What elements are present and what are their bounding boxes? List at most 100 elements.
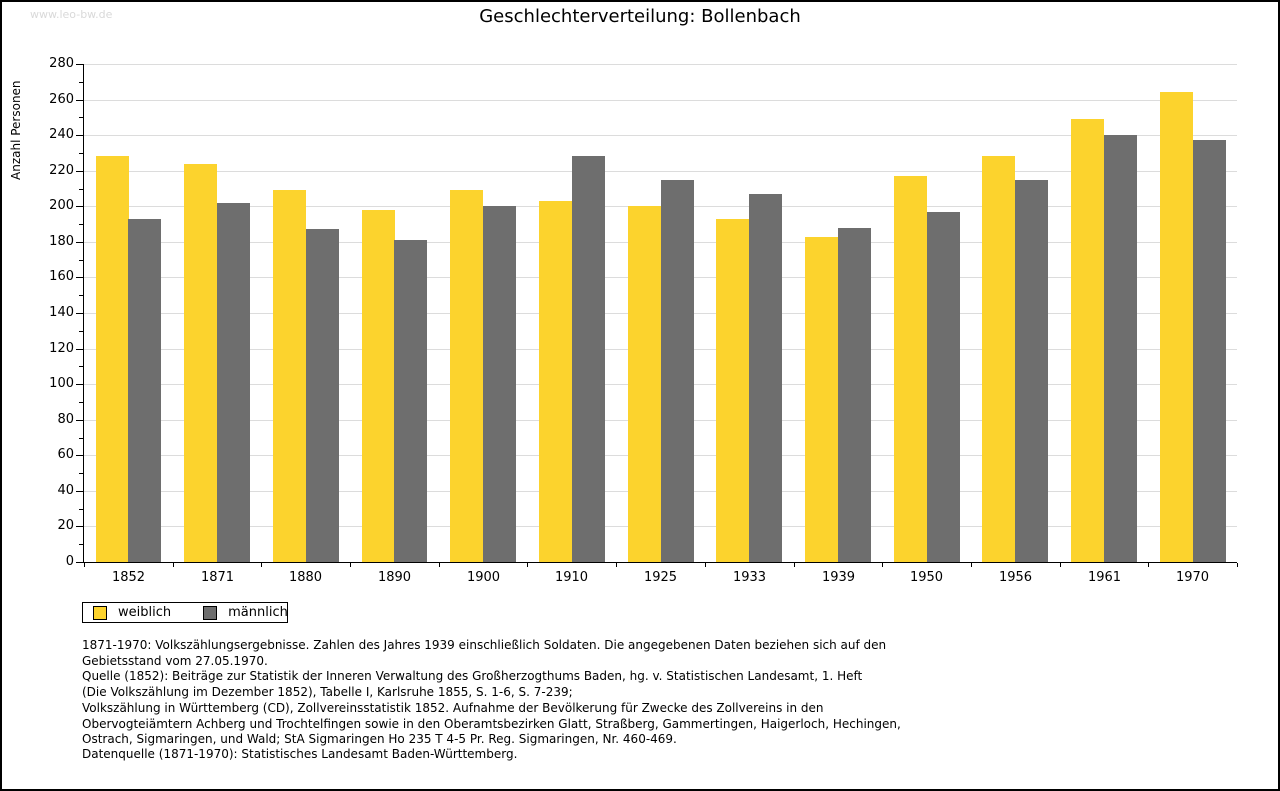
y-tick-label: 20 bbox=[57, 518, 74, 533]
footer-line: Obervogteiämtern Achberg und Trochtelfin… bbox=[82, 716, 901, 731]
bar-maennlich-1961 bbox=[1104, 135, 1137, 562]
y-tick-label: 180 bbox=[49, 234, 74, 249]
y-major-tick bbox=[76, 313, 83, 314]
y-major-tick bbox=[76, 455, 83, 456]
bar-weiblich-1925 bbox=[628, 206, 661, 562]
bar-maennlich-1925 bbox=[661, 180, 694, 562]
legend-item-weiblich: weiblich bbox=[93, 605, 171, 620]
y-major-tick bbox=[76, 349, 83, 350]
bar-maennlich-1900 bbox=[483, 206, 516, 562]
x-category-label: 1852 bbox=[111, 570, 146, 585]
y-tick-label: 240 bbox=[49, 127, 74, 142]
y-minor-tick bbox=[79, 260, 83, 261]
bar-weiblich-1880 bbox=[273, 190, 306, 562]
bar-maennlich-1890 bbox=[394, 240, 427, 562]
y-major-tick bbox=[76, 420, 83, 421]
y-tick-label: 60 bbox=[57, 447, 74, 462]
y-minor-tick bbox=[79, 473, 83, 474]
bar-weiblich-1939 bbox=[805, 237, 838, 562]
y-major-tick bbox=[76, 135, 83, 136]
y-minor-tick bbox=[79, 189, 83, 190]
x-category-label: 1956 bbox=[998, 570, 1033, 585]
x-tick bbox=[971, 563, 972, 567]
y-minor-tick bbox=[79, 438, 83, 439]
y-major-tick bbox=[76, 491, 83, 492]
y-major-tick bbox=[76, 206, 83, 207]
y-major-tick bbox=[76, 277, 83, 278]
y-major-tick bbox=[76, 242, 83, 243]
footer-line: Ostrach, Sigmaringen, und Wald; StA Sigm… bbox=[82, 732, 677, 747]
x-axis-line bbox=[83, 562, 1237, 563]
y-tick-label: 120 bbox=[49, 341, 74, 356]
y-tick-label: 0 bbox=[65, 554, 74, 569]
x-tick bbox=[84, 563, 85, 567]
x-tick bbox=[350, 563, 351, 567]
footer-line: Gebietsstand vom 27.05.1970. bbox=[82, 653, 268, 668]
y-minor-tick bbox=[79, 331, 83, 332]
y-tick-label: 160 bbox=[49, 269, 74, 284]
y-axis-line bbox=[83, 64, 84, 562]
x-tick bbox=[616, 563, 617, 567]
bar-maennlich-1933 bbox=[749, 194, 782, 562]
x-category-label: 1939 bbox=[821, 570, 856, 585]
bar-maennlich-1871 bbox=[217, 203, 250, 562]
bar-maennlich-1852 bbox=[128, 219, 161, 562]
y-minor-tick bbox=[79, 366, 83, 367]
y-tick-label: 140 bbox=[49, 305, 74, 320]
x-category-label: 1950 bbox=[909, 570, 944, 585]
x-category-label: 1910 bbox=[554, 570, 589, 585]
bar-maennlich-1950 bbox=[927, 212, 960, 562]
y-tick-label: 220 bbox=[49, 163, 74, 178]
gridline bbox=[84, 171, 1237, 172]
legend-item-männlich: männlich bbox=[203, 605, 288, 620]
y-minor-tick bbox=[79, 295, 83, 296]
y-tick-label: 260 bbox=[49, 92, 74, 107]
bar-weiblich-1910 bbox=[539, 201, 572, 562]
y-minor-tick bbox=[79, 82, 83, 83]
x-tick bbox=[173, 563, 174, 567]
y-tick-label: 80 bbox=[57, 412, 74, 427]
y-minor-tick bbox=[79, 509, 83, 510]
y-minor-tick bbox=[79, 117, 83, 118]
y-minor-tick bbox=[79, 544, 83, 545]
y-minor-tick bbox=[79, 224, 83, 225]
bar-maennlich-1970 bbox=[1193, 140, 1226, 562]
bar-weiblich-1970 bbox=[1160, 92, 1193, 562]
footer-line: (Die Volkszählung im Dezember 1852), Tab… bbox=[82, 685, 573, 700]
footer-notes: 1871-1970: Volkszählungsergebnisse. Zahl… bbox=[82, 638, 901, 748]
y-tick-label: 200 bbox=[49, 198, 74, 213]
y-minor-tick bbox=[79, 153, 83, 154]
bar-maennlich-1910 bbox=[572, 156, 605, 562]
x-category-label: 1871 bbox=[200, 570, 235, 585]
x-tick bbox=[1237, 563, 1238, 567]
y-tick-label: 280 bbox=[49, 56, 74, 71]
footer-datenquelle: Datenquelle (1871-1970): Statistisches L… bbox=[82, 747, 518, 761]
x-tick bbox=[261, 563, 262, 567]
page-title: Geschlechterverteilung: Bollenbach bbox=[479, 6, 801, 27]
legend-swatch-weiblich bbox=[93, 605, 107, 620]
bar-weiblich-1933 bbox=[716, 219, 749, 562]
y-tick-label: 100 bbox=[49, 376, 74, 391]
gridline bbox=[84, 135, 1237, 136]
y-major-tick bbox=[76, 64, 83, 65]
bar-weiblich-1890 bbox=[362, 210, 395, 562]
legend-label: männlich bbox=[228, 605, 288, 620]
x-tick bbox=[882, 563, 883, 567]
bar-weiblich-1961 bbox=[1071, 119, 1104, 562]
bar-weiblich-1871 bbox=[184, 164, 217, 562]
footer-line: 1871-1970: Volkszählungsergebnisse. Zahl… bbox=[82, 638, 887, 652]
x-tick bbox=[439, 563, 440, 567]
bar-weiblich-1956 bbox=[982, 156, 1015, 562]
x-category-label: 1961 bbox=[1087, 570, 1122, 585]
legend-label: weiblich bbox=[118, 605, 172, 620]
y-minor-tick bbox=[79, 402, 83, 403]
footer-line: Volkszählung in Württemberg (CD), Zollve… bbox=[82, 700, 824, 715]
bar-weiblich-1852 bbox=[96, 156, 129, 562]
x-tick bbox=[794, 563, 795, 567]
y-tick-label: 40 bbox=[57, 483, 74, 498]
footer-line: Quelle (1852): Beiträge zur Statistik de… bbox=[82, 669, 863, 684]
bar-maennlich-1939 bbox=[838, 228, 871, 562]
x-category-label: 1933 bbox=[732, 570, 767, 585]
y-major-tick bbox=[76, 384, 83, 385]
